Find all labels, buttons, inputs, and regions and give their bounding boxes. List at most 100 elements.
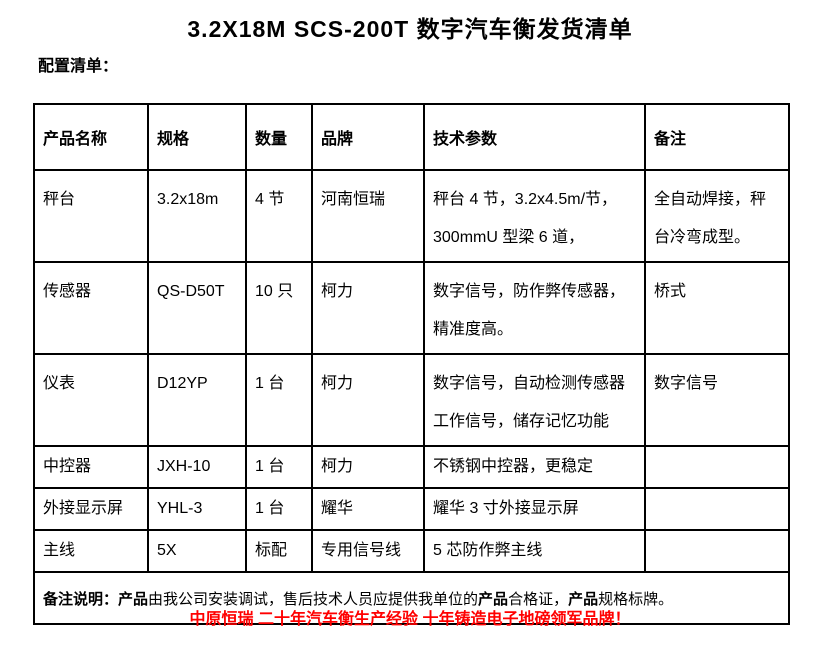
cell-text-line: 仪表 (43, 375, 76, 392)
footer-slogan: 中原恒瑞 二十年汽车衡生产经验 十年铸造电子地磅领军品牌！ (189, 611, 631, 628)
table-cell-qty: 10 只 (245, 261, 313, 355)
cell-text-line: 外接显示屏 (43, 500, 124, 517)
column-header-product: 产品名称 (33, 103, 149, 171)
cell-text-line: 秤台 4 节，3.2x4.5m/节， (433, 191, 618, 208)
table-cell-remark: 数字信号 (644, 353, 790, 447)
table-cell-product: 仪表 (33, 353, 149, 447)
cell-text-line: 数字信号 (654, 375, 719, 392)
table-cell-params: 数字信号，防作弊传感器， 精准度高。 (423, 261, 646, 355)
config-list-label: 配置清单： (38, 58, 119, 75)
column-header-qty: 数量 (245, 103, 313, 171)
table-cell-product: 主线 (33, 529, 149, 573)
table-cell-remark (644, 445, 790, 489)
table-cell-params: 不锈钢中控器，更稳定 (423, 445, 646, 489)
table-cell-brand: 柯力 (311, 353, 425, 447)
cell-text-line: 4 节 (255, 191, 285, 208)
table-cell-qty: 1 台 (245, 487, 313, 531)
table-cell-brand: 专用信号线 (311, 529, 425, 573)
table-cell-product: 中控器 (33, 445, 149, 489)
table-cell-product: 传感器 (33, 261, 149, 355)
cell-text-line: 专用信号线 (321, 542, 402, 559)
note-cell: 备注说明：产品由我公司安装调试，售后技术人员应提供我单位的产品合格证，产品规格标… (33, 571, 790, 625)
cell-text-line: 河南恒瑞 (321, 191, 386, 208)
table-cell-qty: 1 台 (245, 353, 313, 447)
table-row: 仪表 D12YP 1 台柯力 数字信号，自动检测传感器 工作信号，储存记忆功能 数字信号 (33, 353, 790, 447)
cell-text-line: 传感器 (43, 283, 92, 300)
cell-text-line: 耀华 (321, 500, 354, 517)
page-title: 3.2X18M SCS-200T 数字汽车衡发货清单 (187, 16, 633, 42)
table-row: 外接显示屏 YHL-3 1 台 耀华 耀华 3 寸外接显示屏 (33, 487, 790, 531)
note-text-segment: 产品 (568, 590, 599, 608)
cell-text-line: 标配 (255, 542, 288, 559)
note-label: 备注说明： (43, 590, 119, 608)
column-header-remark: 备注 (644, 103, 790, 171)
cell-text-line: 柯力 (321, 375, 354, 392)
cell-text-line: 全自动焊接，秤 (654, 191, 767, 208)
table-cell-qty: 1 台 (245, 445, 313, 489)
cell-text-line: JXH-10 (157, 458, 211, 475)
table-cell-brand: 耀华 (311, 487, 425, 531)
table-cell-spec: D12YP (147, 353, 247, 447)
table-row: 中控器 JXH-10 1 台 柯力 不锈钢中控器，更稳定 (33, 445, 790, 489)
table-cell-spec: 3.2x18m (147, 169, 247, 263)
cell-text-line: QS-D50T (157, 283, 225, 300)
table-row: 秤台 3.2x18m 4 节 河南恒瑞 秤台 4 节，3.2x4.5m/节， 300mmU… (33, 169, 790, 263)
cell-text-line: 中控器 (43, 458, 92, 475)
table-cell-product: 外接显示屏 (33, 487, 149, 531)
table-cell-params: 秤台 4 节，3.2x4.5m/节， 300mmU 型梁 6 道， (423, 169, 646, 263)
cell-text-line: 桥式 (654, 283, 687, 300)
table-cell-spec: YHL-3 (147, 487, 247, 531)
cell-text-line: 不锈钢中控器，更稳定 (433, 458, 594, 475)
cell-text-line: 10 只 (255, 283, 294, 300)
table-cell-spec: 5X (147, 529, 247, 573)
table-cell-brand: 柯力 (311, 445, 425, 489)
table-cell-brand: 河南恒瑞 (311, 169, 425, 263)
table-row: 传感器 QS-D50T 10 只 柯力 数字信号，防作弊传感器， 精准度高。 桥式 (33, 261, 790, 355)
table-cell-qty: 标配 (245, 529, 313, 573)
cell-text-line: 耀华 3 寸外接显示屏 (433, 500, 579, 517)
note-text-segment: 规格标牌。 (598, 590, 674, 608)
table-cell-params: 耀华 3 寸外接显示屏 (423, 487, 646, 531)
table-cell-qty: 4 节 (245, 169, 313, 263)
table-row: 主线 5X 标配 专用信号线 5 芯防作弊主线 (33, 529, 790, 573)
table-cell-params: 数字信号，自动检测传感器 工作信号，储存记忆功能 (423, 353, 646, 447)
cell-text-line: 秤台 (43, 191, 76, 208)
spec-table: 产品名称 规格 数量 品牌 技术参数 备注 秤台 3.2x18m 4 节 河南恒瑞 秤台 4 节，… (33, 103, 790, 625)
table-cell-spec: JXH-10 (147, 445, 247, 489)
table-header-row: 产品名称 规格 数量 品牌 技术参数 备注 (33, 103, 790, 171)
column-header-brand: 品牌 (311, 103, 425, 171)
cell-text-line: 300mmU 型梁 6 道， (433, 229, 585, 246)
column-header-params: 技术参数 (423, 103, 646, 171)
cell-text-line: 1 台 (255, 458, 285, 475)
table-cell-params: 5 芯防作弊主线 (423, 529, 646, 573)
table-cell-remark (644, 529, 790, 573)
note-text-segment: 由我公司安装调试，售后技术人员应提供我单位的 (148, 590, 479, 608)
cell-text-line: D12YP (157, 375, 208, 392)
cell-text-line: 主线 (43, 542, 76, 559)
table-cell-product: 秤台 (33, 169, 149, 263)
note-text-segment: 产品 (118, 590, 149, 608)
cell-text-line: 柯力 (321, 283, 354, 300)
cell-text-line: 1 台 (255, 375, 285, 392)
cell-text-line: 5 芯防作弊主线 (433, 542, 543, 559)
cell-text-line: 精准度高。 (433, 321, 514, 338)
table-cell-spec: QS-D50T (147, 261, 247, 355)
cell-text-line: 柯力 (321, 458, 354, 475)
table-cell-brand: 柯力 (311, 261, 425, 355)
column-header-spec: 规格 (147, 103, 247, 171)
table-cell-remark: 桥式 (644, 261, 790, 355)
cell-text-line: 数字信号，自动检测传感器 (433, 375, 626, 392)
cell-text-line: YHL-3 (157, 500, 203, 517)
note-text-segment: 合格证， (508, 590, 569, 608)
cell-text-line: 台冷弯成型。 (654, 229, 751, 246)
note-text-segment: 产品 (478, 590, 509, 608)
cell-text-line: 3.2x18m (157, 191, 219, 208)
table-cell-remark: 全自动焊接，秤 台冷弯成型。 (644, 169, 790, 263)
cell-text-line: 5X (157, 542, 177, 559)
cell-text-line: 1 台 (255, 500, 285, 517)
table-cell-remark (644, 487, 790, 531)
table-note-row: 备注说明：产品由我公司安装调试，售后技术人员应提供我单位的产品合格证，产品规格标… (33, 571, 790, 625)
cell-text-line: 工作信号，储存记忆功能 (433, 413, 610, 430)
cell-text-line: 数字信号，防作弊传感器， (433, 283, 626, 300)
